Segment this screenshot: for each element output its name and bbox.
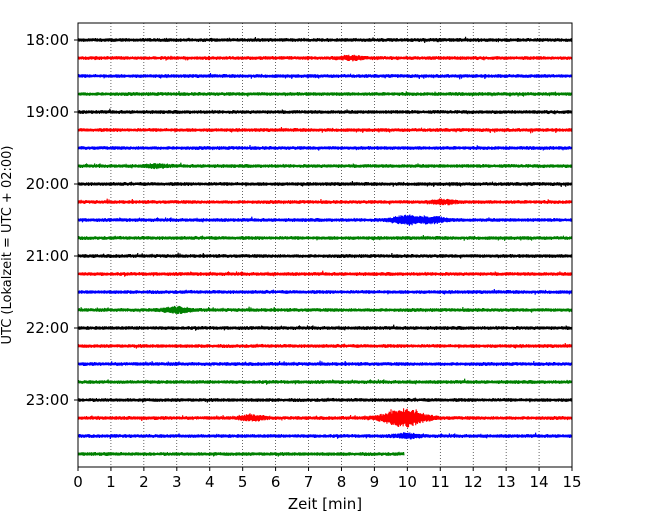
- x-tick-label: 4: [205, 473, 215, 491]
- seismogram-trace: [77, 408, 573, 428]
- seismogram-trace: [77, 378, 573, 385]
- y-tick-label: 22:00: [26, 319, 69, 337]
- x-tick-label: 3: [172, 473, 182, 491]
- seismogram-trace: [77, 145, 573, 151]
- y-tick-label: 23:00: [26, 391, 69, 409]
- seismogram-trace: [77, 235, 573, 241]
- x-tick-label: 1: [106, 473, 116, 491]
- seismogram-trace: [77, 324, 573, 331]
- x-axis-ticks: 0 1 2 3 4 5 6 7 8 9 10 11 12 13 14 15: [73, 467, 582, 491]
- seismogram-trace: [77, 360, 573, 367]
- x-tick-label: 14: [530, 473, 549, 491]
- plot-frame: [77, 22, 573, 468]
- seismogram-trace: [77, 397, 573, 403]
- seismogram-trace: [77, 270, 573, 277]
- x-tick-label: 15: [562, 473, 581, 491]
- x-axis-label: Zeit [min]: [288, 495, 362, 513]
- seismogram-trace: [77, 214, 573, 226]
- seismogram-trace: [77, 343, 573, 349]
- seismogram-trace: [77, 451, 405, 457]
- x-tick-label: 2: [139, 473, 149, 491]
- seismogram-trace: [77, 305, 573, 315]
- seismogram-trace: [77, 91, 573, 97]
- seismogram-trace: [77, 36, 573, 44]
- grid-lines: [110, 23, 540, 467]
- y-tick-label: 21:00: [26, 247, 69, 265]
- seismogram-trace: [77, 162, 573, 170]
- x-tick-label: 10: [398, 473, 417, 491]
- seismogram-trace: [77, 54, 573, 62]
- y-tick-label: 18:00: [26, 31, 69, 49]
- seismogram-trace: [77, 198, 573, 206]
- x-tick-label: 9: [370, 473, 380, 491]
- trace-group: [77, 36, 573, 457]
- seismogram-trace: [77, 73, 573, 80]
- seismogram-trace: [77, 108, 573, 115]
- seismogram-trace: [77, 127, 573, 134]
- x-tick-label: 5: [238, 473, 248, 491]
- x-tick-label: 12: [464, 473, 483, 491]
- y-axis-ticks: 18:00 19:00 20:00 21:00 22:00 23:00: [26, 31, 78, 409]
- x-tick-label: 6: [271, 473, 281, 491]
- y-axis-label: UTC (Lokalzeit = UTC + 02:00): [0, 146, 15, 345]
- seismogram-trace: [77, 289, 573, 295]
- x-tick-label: 0: [73, 473, 83, 491]
- x-tick-label: 11: [431, 473, 450, 491]
- y-tick-label: 19:00: [26, 103, 69, 121]
- x-tick-label: 7: [304, 473, 314, 491]
- y-tick-label: 20:00: [26, 175, 69, 193]
- seismogram-trace: [77, 432, 573, 440]
- x-tick-label: 13: [497, 473, 516, 491]
- seismogram-trace: [77, 181, 573, 187]
- x-tick-label: 8: [337, 473, 347, 491]
- seismogram-trace: [77, 252, 573, 259]
